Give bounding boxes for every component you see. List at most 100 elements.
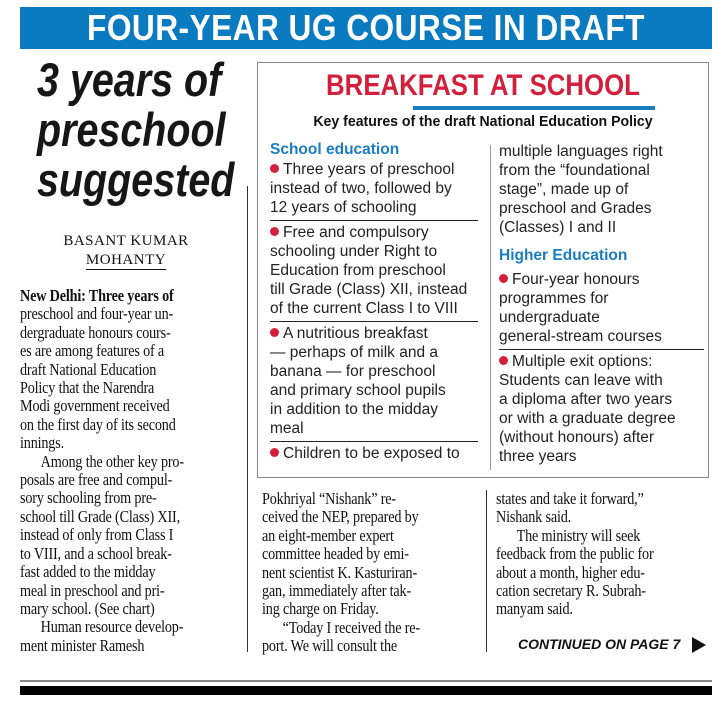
story-line: gan, immediately after tak-: [262, 581, 412, 601]
item-text: 12 years of schooling: [270, 199, 417, 216]
item-line: till Grade (Class) XII, instead: [270, 280, 478, 299]
item-line: a diploma after two years: [499, 390, 704, 409]
headline-line: 3 years of: [36, 53, 222, 106]
list-item-school: Children to be exposed to: [270, 444, 478, 463]
section-heading-higher: Higher Education: [499, 247, 628, 264]
item-line: meal: [270, 419, 478, 438]
item-text: general-stream courses: [499, 328, 662, 345]
item-text: schooling under Right to: [270, 243, 438, 260]
story-line: “Today I received the re-: [282, 617, 420, 637]
bullet-icon: [499, 274, 508, 283]
story-line: fast added to the midday: [20, 562, 156, 582]
item-line: in addition to the midday: [270, 400, 478, 419]
item-line: Multiple exit options:: [499, 352, 704, 371]
story-line: posals are free and compul-: [20, 470, 173, 490]
rule-thin: [20, 680, 712, 682]
banner: FOUR-YEAR UG COURSE IN DRAFT: [20, 7, 712, 49]
story-line: ment minister Ramesh: [20, 635, 145, 655]
item-line: Students can leave with: [499, 371, 704, 390]
column-divider: [486, 490, 487, 652]
story-line: port. We will consult the: [262, 636, 398, 656]
section-heading-school: School education: [270, 141, 400, 158]
item-text: A nutritious breakfast: [283, 325, 428, 342]
item-text: Four-year honours: [512, 271, 640, 288]
headline-line: preschool: [36, 103, 226, 156]
factbox-column-1: School education Three years of preschoo…: [270, 140, 478, 463]
item-line: (without honours) after: [499, 428, 704, 447]
story-line: to VIII, and a school break-: [20, 543, 172, 563]
item-text: programmes for: [499, 290, 609, 307]
item-text: Children to be exposed to: [283, 445, 460, 462]
story-line: committee headed by emi-: [262, 544, 409, 564]
item-text: a diploma after two years: [499, 391, 673, 408]
item-line: general-stream courses: [499, 327, 704, 346]
byline-name: BASANT KUMAR: [63, 233, 189, 249]
item-line: — perhaps of milk and a: [270, 343, 478, 362]
story-line: ceived the NEP, prepared by: [262, 507, 419, 527]
story-line: Nishank said.: [496, 507, 572, 527]
story-line: school till Grade (Class) XII,: [20, 506, 180, 526]
list-item-higher: Four-year honours programmes for undergrad…: [499, 270, 704, 346]
story-line: draft National Education: [20, 359, 157, 379]
item-separator: [270, 441, 478, 442]
item-line: undergraduate: [499, 308, 704, 327]
item-line: stage”, made up of: [499, 181, 629, 198]
breakfast-factbox: BREAKFAST AT SCHOOL Key features of the …: [257, 62, 709, 478]
banner-title: FOUR-YEAR UG COURSE IN DRAFT: [87, 7, 645, 48]
column-divider: [247, 186, 248, 652]
list-item-school: Free and compulsory schooling under Right…: [270, 223, 478, 318]
item-text: Multiple exit options:: [512, 353, 653, 370]
item-text: Education from preschool: [270, 262, 446, 279]
story-column-2: Pokhriyal “Nishank” re-ceived the NEP, p…: [262, 489, 482, 656]
item-line: A nutritious breakfast: [270, 324, 478, 343]
item-text: Students can leave with: [499, 372, 663, 389]
story-line: es are among features of a: [20, 341, 165, 361]
bullet-icon: [270, 328, 279, 337]
continued-link[interactable]: CONTINUED ON PAGE 7: [518, 636, 681, 652]
story-line: Pokhriyal “Nishank” re-: [262, 489, 396, 508]
story-line: Among the other key pro-: [40, 451, 184, 471]
item-line: (Classes) I and II: [499, 219, 617, 236]
item-line: preschool and Grades: [499, 200, 652, 217]
item-line: Three years of preschool: [270, 160, 478, 179]
byline-name: MOHANTY: [20, 252, 232, 270]
story-column-3: states and take it forward,” Nishank said…: [496, 489, 712, 619]
item-text: (without honours) after: [499, 429, 655, 446]
story-column-1: New Delhi: Three years of preschool and f…: [20, 286, 235, 655]
story-line: on the first day of its second: [20, 414, 176, 434]
bullet-icon: [270, 448, 279, 457]
title-underline: [413, 106, 655, 110]
bullet-icon: [499, 356, 508, 365]
factbox-divider: [490, 145, 491, 470]
item-text: three years: [499, 448, 577, 465]
factbox-column-2: multiple languages right from the “founda…: [499, 142, 704, 466]
item-line: of the current Class I to VIII: [270, 299, 478, 318]
bullet-icon: [270, 164, 279, 173]
item-line: Children to be exposed to: [270, 444, 478, 463]
item-text: till Grade (Class) XII, instead: [270, 281, 468, 298]
story-line: New Delhi: Three years of: [20, 286, 174, 305]
item-text: or with a graduate degree: [499, 410, 676, 427]
story-line: ing charge on Friday.: [262, 599, 379, 619]
item-text: in addition to the midday: [270, 401, 439, 418]
rule-thick: [20, 686, 712, 695]
byline-surname: MOHANTY: [85, 252, 167, 270]
item-line: three years: [499, 447, 704, 466]
story-line: about a month, higher edu-: [496, 562, 645, 582]
story-line: states and take it forward,”: [496, 489, 644, 508]
story-line: Policy that the Narendra: [20, 378, 155, 398]
item-line: schooling under Right to: [270, 242, 478, 261]
list-item-higher: Multiple exit options: Students can leave…: [499, 352, 704, 466]
story-line: nent scientist K. Kasturiran-: [262, 562, 418, 582]
arrow-right-icon: [692, 637, 706, 653]
story-line: preschool and four-year un-: [20, 304, 174, 324]
story-line: feedback from the public for: [496, 544, 654, 564]
story-line: dergraduate honours cours-: [20, 322, 171, 342]
item-line: multiple languages right: [499, 143, 663, 160]
item-line: Free and compulsory: [270, 223, 478, 242]
story-line: innings.: [20, 433, 64, 453]
item-line: Education from preschool: [270, 261, 478, 280]
item-separator: [270, 321, 478, 322]
story-line: mary school. (See chart): [20, 598, 155, 618]
story-line: sory schooling from pre-: [20, 488, 157, 508]
